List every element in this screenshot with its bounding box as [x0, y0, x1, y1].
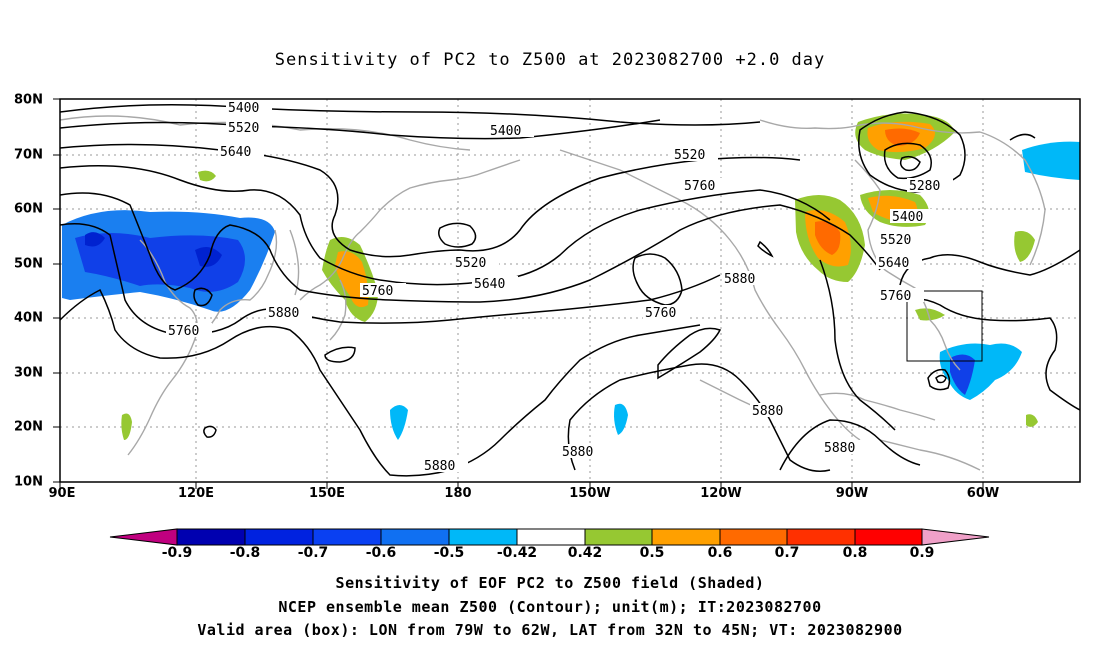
contour-label: 5760: [362, 284, 393, 299]
colorbar-label: -0.8: [229, 545, 261, 561]
lat-label-10n: 10N: [14, 474, 43, 490]
colorbar-cell: [176, 528, 246, 546]
axis-ticks: [53, 98, 984, 489]
colorbar-label: 0.5: [639, 545, 665, 561]
lon-label-150e: 150E: [308, 486, 346, 501]
negative-region-north-atlantic: [1022, 141, 1080, 180]
contour-label: 5400: [490, 124, 521, 139]
lat-label-70n: 70N: [14, 147, 43, 163]
colorbar-cell: [584, 528, 653, 546]
negative-spot-1: [390, 405, 408, 440]
colorbar-label: -0.6: [365, 545, 397, 561]
contour-label: 5640: [878, 256, 909, 271]
lon-label-90e: 90E: [48, 486, 76, 501]
contour-label: 5280: [909, 179, 940, 194]
contour-label: 5880: [752, 404, 783, 419]
contour-label: 5520: [228, 121, 259, 136]
colorbar-cell: [786, 528, 856, 546]
contour-label: 5880: [268, 306, 299, 321]
colorbar-cell: [244, 528, 314, 546]
colorbar-label: -0.5: [433, 545, 465, 561]
colorbar-cell: [854, 528, 923, 546]
lat-label-50n: 50N: [14, 256, 43, 272]
colorbar-label: -0.42: [496, 545, 538, 561]
chart-title: Sensitivity of PC2 to Z500 at 2023082700…: [274, 50, 826, 70]
colorbar-label: -0.9: [161, 545, 193, 561]
colorbar-label: 0.6: [707, 545, 733, 561]
contour-label: 5640: [474, 277, 505, 292]
contour-label: 5760: [168, 324, 199, 339]
contour-label: 5520: [880, 233, 911, 248]
colorbar-label: 0.7: [774, 545, 800, 561]
contour-label: 5400: [228, 101, 259, 116]
lat-label-40n: 40N: [14, 310, 43, 326]
lon-label-90w: 90W: [835, 486, 869, 501]
colorbar-cell: [516, 528, 586, 546]
negative-core-dark: [85, 232, 222, 267]
negative-core-atlantic: [950, 354, 975, 395]
colorbar-cell: [719, 528, 788, 546]
contour-label: 5520: [674, 148, 705, 163]
contour-label: 5520: [455, 256, 486, 271]
colorbar-label: -0.7: [297, 545, 329, 561]
colorbar: [109, 528, 990, 546]
contour-label: 5400: [892, 210, 923, 225]
contour-label: 5760: [880, 289, 911, 304]
caption-line-2: NCEP ensemble mean Z500 (Contour); unit(…: [278, 598, 822, 616]
contour-label: 5880: [424, 459, 455, 474]
positive-spot-philippines: [121, 413, 132, 440]
map-frame: [59, 98, 1081, 483]
colorbar-label: 0.42: [567, 545, 603, 561]
valid-area-box: [906, 290, 983, 362]
lat-label-60n: 60N: [14, 201, 43, 217]
lat-label-20n: 20N: [14, 419, 43, 435]
positive-strong-canada: [815, 221, 841, 255]
colorbar-cell: [921, 528, 990, 546]
contour-label: 5880: [824, 441, 855, 456]
caption-line-1: Sensitivity of EOF PC2 to Z500 field (Sh…: [335, 574, 765, 592]
contour-label: 5880: [562, 445, 593, 460]
caption-line-3: Valid area (box): LON from 79W to 62W, L…: [197, 621, 903, 639]
positive-spot-siberia: [198, 170, 216, 182]
colorbar-cell: [380, 528, 450, 546]
lon-label-150w: 150W: [569, 486, 611, 501]
contour-label: 5760: [645, 306, 676, 321]
lon-label-60w: 60W: [966, 486, 1000, 501]
colorbar-label: 0.9: [909, 545, 935, 561]
positive-spot-caribbean: [1026, 414, 1038, 427]
colorbar-cell: [109, 528, 178, 546]
lon-label-120e: 120E: [177, 486, 215, 501]
negative-spot-2: [614, 403, 628, 435]
lat-label-30n: 30N: [14, 365, 43, 381]
positive-strong-hudson: [885, 128, 920, 146]
contour-label: 5760: [684, 179, 715, 194]
lon-label-120w: 120W: [700, 486, 742, 501]
lon-label-180: 180: [444, 486, 472, 501]
z500-contours: [60, 104, 1080, 477]
positive-spot-nova-scotia: [915, 308, 945, 321]
lat-label-80n: 80N: [14, 92, 43, 108]
positive-spot-greenland: [1014, 231, 1035, 262]
coastlines: [60, 115, 1046, 471]
contour-label: 5640: [220, 145, 251, 160]
contour-label: 5880: [724, 272, 755, 287]
colorbar-label: 0.8: [842, 545, 868, 561]
colorbar-cell: [312, 528, 382, 546]
colorbar-cell: [651, 528, 721, 546]
colorbar-cell: [448, 528, 518, 546]
contour-labels: 5400 5520 5640 5400 5520 5760 5520 5640 …: [166, 100, 953, 474]
